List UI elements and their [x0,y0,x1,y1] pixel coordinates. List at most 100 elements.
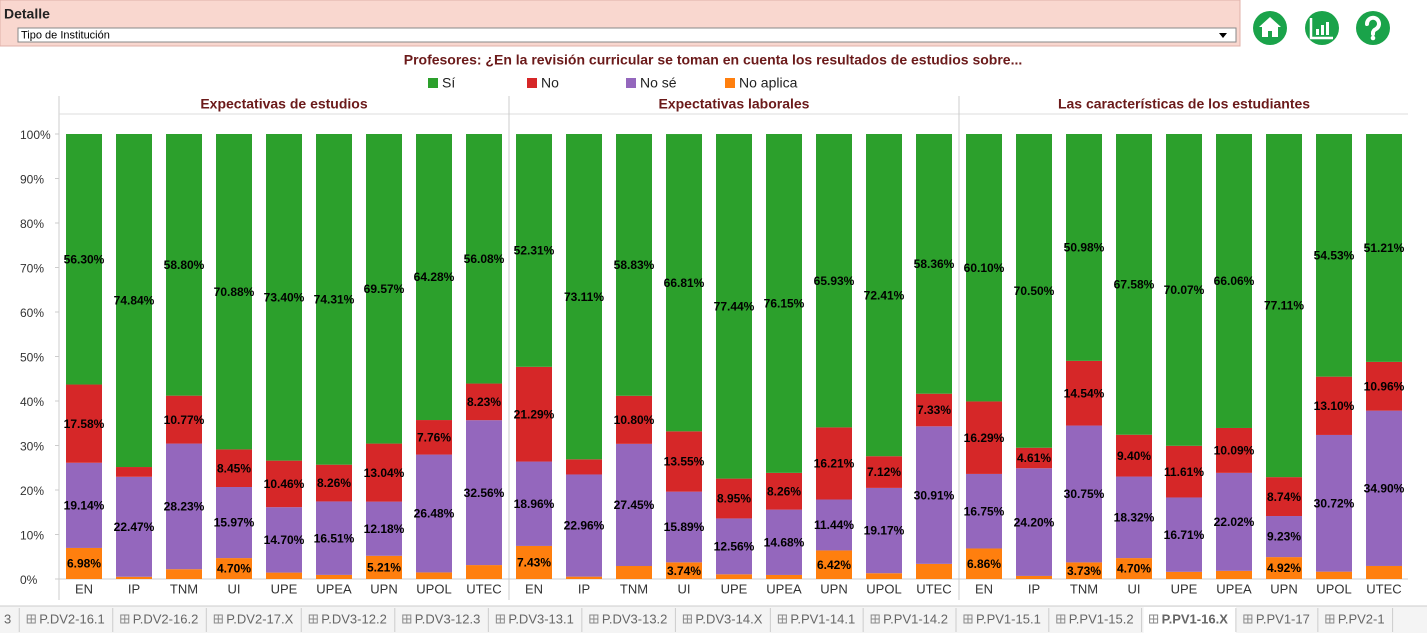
value-label: 30.75% [1064,487,1105,501]
bar-segment [916,426,952,564]
y-tick-label: 30% [20,440,44,454]
value-label: 4.92% [1267,561,1301,575]
tab[interactable]: P.DV3-14.X [695,611,762,626]
value-label: 60.10% [964,261,1005,275]
bar-segment [716,574,752,579]
value-label: 7.43% [517,556,551,570]
bar-segment [516,134,552,367]
x-tick-label: TNM [620,581,648,596]
value-label: 11.44% [814,518,854,532]
value-label: 14.68% [764,535,805,549]
bar-segment [866,573,902,579]
x-tick-label: TNM [1070,581,1098,596]
value-label: 54.53% [1314,249,1355,263]
value-label: 16.75% [964,504,1005,518]
bar-segment [666,562,702,579]
tab[interactable]: 3 [4,611,11,626]
tab[interactable]: P.PV1-16.X [1162,611,1229,626]
detail-label: Detalle [4,6,50,22]
value-label: 7.12% [867,465,901,479]
tab[interactable]: P.DV2-16.2 [133,611,199,626]
dropdown-value: Tipo de Institución [21,29,110,41]
bar-segment [1166,445,1202,498]
tab[interactable]: P.PV2-1 [1338,611,1385,626]
value-label: 19.14% [64,499,105,513]
tab[interactable]: P.PV1-15.1 [976,611,1041,626]
tab[interactable]: P.DV3-13.1 [508,611,574,626]
x-tick-label: UPE [271,581,298,596]
tab[interactable]: P.PV1-17 [1256,611,1310,626]
bar-segment [616,443,652,567]
bar-segment [916,134,952,394]
bar-segment [666,491,702,563]
bar-segment [1316,376,1352,435]
bar-segment [1066,425,1102,563]
value-label: 9.23% [1267,530,1301,544]
value-label: 8.95% [717,492,751,506]
tab[interactable]: P.PV1-15.2 [1069,611,1134,626]
panel-title: Expectativas laborales [659,96,810,112]
value-label: 8.45% [217,461,251,475]
tab[interactable]: P.DV3-12.2 [321,611,387,626]
value-label: 66.06% [1214,274,1255,288]
x-tick-label: TNM [170,581,198,596]
tab[interactable]: P.PV1-14.2 [883,611,948,626]
bar-segment [166,134,202,396]
x-tick-label: UPE [721,581,748,596]
bar-segment [66,134,102,385]
value-label: 10.96% [1364,379,1405,393]
bar-segment [1066,360,1102,426]
bar-segment [416,572,452,579]
value-label: 19.17% [864,524,905,538]
tab[interactable]: P.DV3-13.2 [602,611,668,626]
bar-segment [1116,476,1152,559]
bar-segment [966,401,1002,474]
value-label: 9.40% [1117,449,1151,463]
home-button[interactable] [1253,11,1287,45]
value-label: 74.31% [314,293,355,307]
bar-segment [866,456,902,488]
value-label: 73.40% [264,290,305,304]
value-label: 58.80% [164,258,205,272]
bar-segment [816,550,852,579]
x-tick-label: UTEC [1366,581,1401,596]
bar-segment [366,443,402,502]
bar-segment [166,395,202,444]
tab[interactable]: P.DV3-12.3 [415,611,481,626]
tab-selected-bg [1143,607,1236,633]
value-label: 13.04% [364,466,405,480]
help-button[interactable] [1356,11,1390,45]
x-tick-label: UPN [370,581,397,596]
x-tick-label: UPOL [416,581,451,596]
bar-segment [1216,570,1252,579]
tab[interactable]: P.DV2-16.1 [39,611,105,626]
value-label: 18.96% [514,497,555,511]
dropdown[interactable] [17,27,1237,43]
y-tick-label: 60% [20,306,44,320]
value-label: 16.29% [964,431,1005,445]
bar-segment [516,366,552,462]
x-tick-label: UPEA [766,581,802,596]
chart-button[interactable] [1305,11,1339,45]
x-tick-label: UPEA [316,581,352,596]
value-label: 18.32% [1114,510,1155,524]
bar-segment [816,427,852,500]
bar-segment [816,134,852,428]
value-label: 16.21% [814,457,855,471]
value-label: 28.23% [164,500,205,514]
value-label: 10.46% [264,477,305,491]
x-tick-label: IP [128,581,140,596]
bar-segment [266,460,302,508]
value-label: 27.45% [614,498,655,512]
value-label: 4.61% [1017,451,1051,465]
value-label: 52.31% [514,244,555,258]
tab[interactable]: P.DV2-17.X [226,611,293,626]
value-label: 6.98% [67,557,101,571]
y-tick-label: 20% [20,484,44,498]
tab[interactable]: P.PV1-14.1 [790,611,855,626]
bar-segment [1166,134,1202,446]
bar-segment [866,487,902,574]
value-label: 58.83% [614,258,655,272]
bar-segment [1366,410,1402,566]
legend-label: No sé [640,75,677,91]
